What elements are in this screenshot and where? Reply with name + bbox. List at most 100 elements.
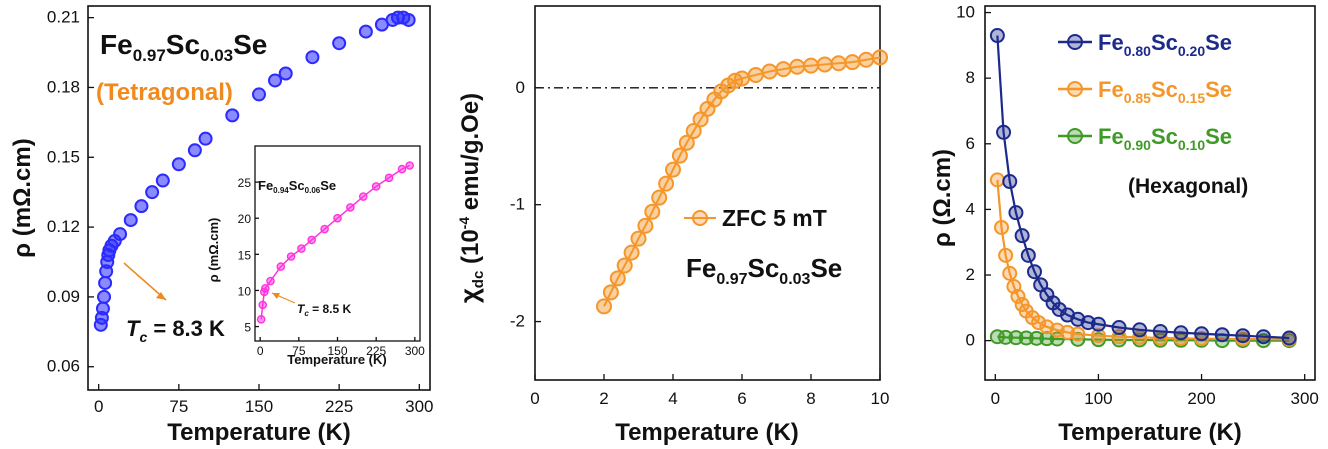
y-tick-label: 0.12 [47,217,80,236]
data-point [1002,174,1018,190]
data-point [1029,330,1045,346]
data-point [187,143,202,158]
data-point [134,199,149,214]
data-point [994,219,1009,235]
data-point [332,36,347,51]
data-point [616,257,633,274]
y-tick-label: 6 [966,134,975,153]
inset-compound-label: Fe0.94Sc0.06Se [258,178,336,195]
inset-data-point [258,300,268,310]
data-point [671,147,688,164]
inset-data-point [320,224,329,234]
data-point [1173,325,1189,341]
data-point [596,298,612,315]
y-axis-label: χdc (10-4 emu/g.Oe) [454,93,487,303]
data-point [685,123,702,140]
panel-middle: 0 2 4 6 8 10 -2 -1 0 Temperature (K) χdc (10-4 … [454,5,890,446]
data-point [665,161,681,178]
panel-right: 0 100 200 300 0 2 4 6 8 10 Temperature (K) ρ (Ω.… [929,3,1319,446]
y-tick-label: 0.18 [47,77,80,96]
data-point [1090,316,1106,332]
data-point [1090,328,1106,344]
x-tick-label: 200 [1187,389,1215,408]
data-point [1031,315,1047,331]
legend: ZFC 5 mT [684,205,827,231]
x-tick-label: 8 [806,389,815,408]
data-point [358,24,373,39]
inset-data-point [276,262,286,271]
x-axis-label: Temperature (K) [167,419,351,446]
y-tick-label: 10 [238,284,252,298]
data-point [996,124,1012,140]
phase-label: (Tetragonal) [96,79,233,106]
data-point [1014,228,1030,244]
data-point [602,284,619,301]
data-point [1008,330,1024,346]
data-point [95,301,110,316]
x-tick-label: 300 [1291,389,1319,408]
x-tick-label: 0 [257,344,264,358]
data-point [644,203,661,220]
data-point [123,213,138,228]
data-point [651,189,668,206]
data-point [816,56,833,73]
data-point [145,185,160,200]
y-tick-label: 0 [966,331,975,350]
inset-data-point [297,244,306,253]
y-tick-label: 15 [238,248,252,262]
data-point [1070,331,1086,347]
legend: Fe0.80Sc0.20Se Fe0.85Sc0.15Se Fe0.90Sc0.10… [1058,30,1232,153]
data-point [1194,326,1210,342]
data-point [1152,323,1168,339]
x-tick-label: 300 [405,397,433,416]
data-point [623,244,640,261]
x-tick-label: 0 [530,389,539,408]
y-tick-label: 25 [238,176,252,190]
series-line [996,179,1290,341]
data-point [761,63,778,80]
data-point [989,28,1005,44]
y-tick-label: 10 [956,3,975,22]
x-tick-label: 300 [405,344,425,358]
inset-tc-annotation: Tc = 8.5 K [297,302,351,318]
data-point [998,247,1014,263]
data-point [803,57,819,74]
data-point [989,172,1005,188]
data-point [1018,330,1034,346]
inset-data-point [266,276,275,286]
data-point [1214,327,1230,343]
x-tick-label: 10 [871,389,890,408]
data-point [401,12,416,27]
data-point [97,289,112,304]
inset-data-point [256,315,266,324]
y-axis-label: ρ (mΩ.cm) [9,138,36,257]
tc-arrowhead [156,292,166,300]
x-tick-label: 0 [991,389,1000,408]
inset-y-axis-label: ρ (mΩ.cm) [206,218,221,283]
data-point [225,108,240,123]
data-point [609,270,626,287]
x-tick-label: 6 [737,389,746,408]
data-point [1255,329,1271,345]
data-point [872,49,888,66]
data-point [305,50,320,65]
panel-left: 0 75 150 225 300 0.060.090.120.150.180.21 Te… [9,5,434,446]
data-point [1008,205,1024,221]
series-line [603,56,881,307]
x-tick-label: 150 [327,344,347,358]
inset-data-point [307,235,317,245]
x-tick-label: 75 [169,397,188,416]
data-point [1027,264,1042,280]
x-tick-label: 75 [292,344,306,358]
legend-label: Fe0.90Sc0.10Se [1098,124,1232,153]
data-point [1194,331,1210,347]
data-point [171,157,186,172]
y-tick-label: -2 [510,312,525,331]
tc-annotation: Tc = 8.3 K [126,316,225,345]
y-axis-label: ρ (Ω.cm) [929,149,956,247]
legend-label: Fe0.85Sc0.15Se [1098,77,1232,106]
data-point [775,61,792,78]
inset-data-point [346,203,355,212]
data-point [1010,288,1026,304]
